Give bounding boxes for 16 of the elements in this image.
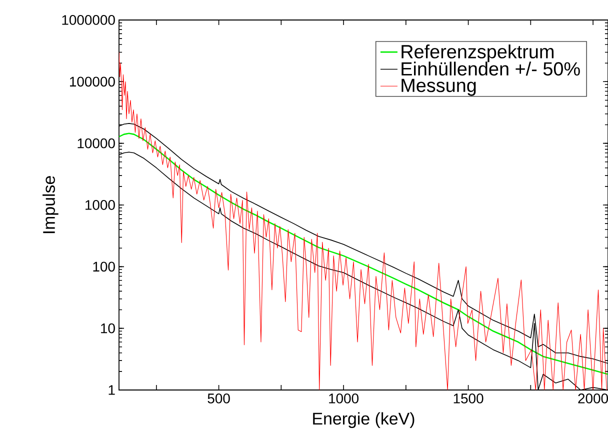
legend-label: Messung bbox=[402, 78, 476, 96]
legend-label: Referenzspektrum bbox=[402, 44, 554, 62]
y-tick-label: 10000 bbox=[78, 138, 115, 148]
y-tick-label: 1 bbox=[108, 385, 115, 395]
y-tick-label: 10 bbox=[101, 323, 115, 334]
y-tick-label: 1000000 bbox=[62, 15, 115, 25]
y-axis-title: Impulse bbox=[42, 176, 58, 234]
y-tick-label: 100 bbox=[93, 262, 115, 272]
y-tick-label: 100000 bbox=[70, 76, 115, 87]
x-tick-label: 1000 bbox=[329, 394, 359, 404]
x-tick-label: 500 bbox=[208, 394, 230, 404]
x-tick-label: 1500 bbox=[454, 394, 484, 404]
x-axis-title: Energie (keV) bbox=[313, 412, 414, 428]
y-tick-label: 1000 bbox=[86, 200, 115, 210]
x-tick-label: 2000 bbox=[578, 394, 608, 404]
legend-label: Einhüllenden +/- 50% bbox=[402, 62, 580, 76]
